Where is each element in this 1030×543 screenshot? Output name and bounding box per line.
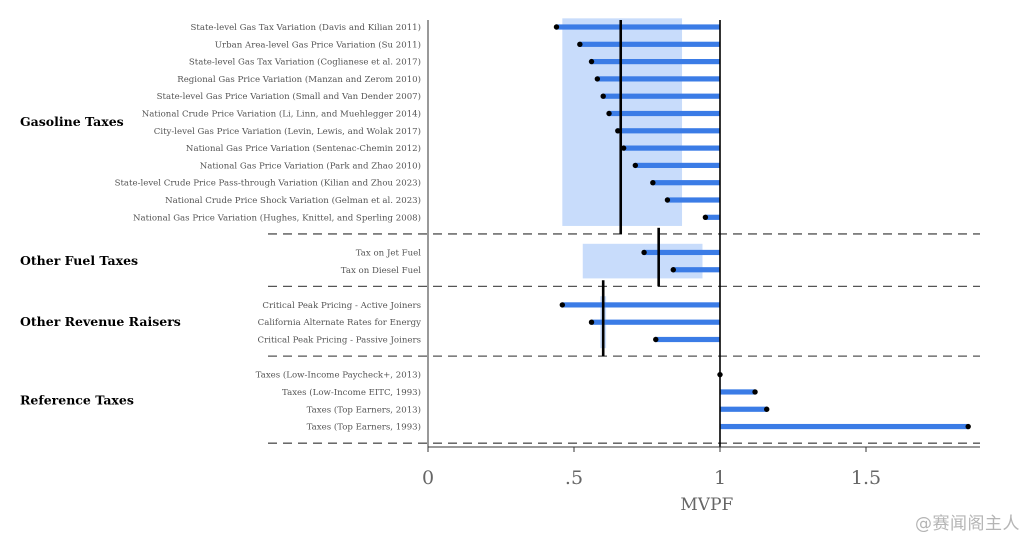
- point-other-fuel-taxes-1: [670, 267, 676, 273]
- row-label-other-revenue-raisers-2: Critical Peak Pricing - Passive Joiners: [258, 336, 421, 346]
- bar-gasoline-taxes-10: [667, 197, 720, 203]
- row-label-other-revenue-raisers-1: California Alternate Rates for Energy: [258, 318, 421, 328]
- row-label-reference-taxes-1: Taxes (Low-Income EITC, 1993): [282, 387, 421, 398]
- point-reference-taxes-2: [764, 406, 770, 412]
- row-label-other-fuel-taxes-1: Tax on Diesel Fuel: [341, 266, 421, 276]
- group-labels-layer: Gasoline Taxes Other Fuel Taxes Other Reve…: [20, 114, 181, 407]
- bar-gasoline-taxes-11: [705, 214, 720, 220]
- row-label-reference-taxes-2: Taxes (Top Earners, 2013): [307, 404, 421, 415]
- row-label-gasoline-taxes-2: State-level Gas Tax Variation (Coglianes…: [189, 57, 421, 68]
- x-tick-label-0: 0: [422, 467, 434, 489]
- row-label-gasoline-taxes-11: National Gas Price Variation (Hughes, Kn…: [133, 212, 421, 223]
- bar-other-revenue-raisers-1: [591, 319, 720, 325]
- bar-gasoline-taxes-2: [591, 59, 720, 65]
- point-gasoline-taxes-9: [650, 180, 656, 186]
- bar-reference-taxes-1: [720, 389, 756, 395]
- bar-reference-taxes-3: [720, 423, 969, 430]
- row-label-gasoline-taxes-3: Regional Gas Price Variation (Manzan and…: [177, 74, 421, 85]
- point-other-fuel-taxes-0: [641, 249, 647, 256]
- point-gasoline-taxes-0: [553, 24, 560, 30]
- group-label-other-revenue-raisers: Other Revenue Raisers: [20, 314, 181, 329]
- group-means-layer: [601, 20, 660, 357]
- row-label-gasoline-taxes-0: State-level Gas Tax Variation (Davis and…: [190, 22, 421, 33]
- x-axis-title: MVPF: [680, 495, 733, 515]
- point-reference-taxes-3: [965, 423, 971, 430]
- bar-other-revenue-raisers-0: [562, 302, 720, 308]
- row-label-gasoline-taxes-10: National Crude Price Shock Variation (Ge…: [165, 195, 421, 206]
- points-layer: [553, 24, 971, 430]
- row-label-gasoline-taxes-1: Urban Area-level Gas Price Variation (Su…: [215, 39, 421, 50]
- group-separators-layer: [268, 233, 980, 444]
- point-gasoline-taxes-11: [702, 214, 709, 220]
- band-gasoline-taxes: [562, 18, 683, 226]
- row-label-gasoline-taxes-5: National Crude Price Variation (Li, Linn…: [142, 109, 421, 120]
- point-gasoline-taxes-8: [632, 162, 639, 169]
- bar-gasoline-taxes-1: [579, 41, 720, 47]
- point-other-revenue-raisers-2: [653, 336, 659, 343]
- bar-other-fuel-taxes-0: [644, 249, 720, 256]
- bar-reference-taxes-2: [720, 406, 767, 412]
- point-gasoline-taxes-6: [615, 128, 621, 134]
- point-gasoline-taxes-10: [664, 197, 671, 203]
- x-tick-label-1: .5: [565, 467, 583, 489]
- group-label-other-fuel-taxes: Other Fuel Taxes: [20, 253, 138, 268]
- row-label-gasoline-taxes-4: State-level Gas Price Variation (Small a…: [157, 91, 421, 102]
- row-label-gasoline-taxes-9: State-level Crude Price Pass-through Var…: [115, 178, 421, 189]
- bar-other-fuel-taxes-1: [673, 267, 720, 273]
- group-label-gasoline-taxes: Gasoline Taxes: [20, 114, 124, 129]
- row-label-reference-taxes-0: Taxes (Low-Income Paycheck+, 2013): [256, 370, 421, 381]
- point-gasoline-taxes-5: [606, 110, 612, 117]
- point-other-revenue-raisers-0: [559, 302, 566, 308]
- bar-other-revenue-raisers-2: [655, 336, 720, 343]
- point-gasoline-taxes-4: [600, 93, 606, 99]
- bar-gasoline-taxes-4: [603, 93, 720, 99]
- bar-gasoline-taxes-0: [556, 24, 720, 30]
- confidence-bands-layer: [562, 18, 703, 349]
- row-labels-layer: State-level Gas Tax Variation (Davis and…: [115, 22, 422, 433]
- row-label-gasoline-taxes-6: City-level Gas Price Variation (Levin, L…: [154, 126, 421, 137]
- point-gasoline-taxes-3: [594, 76, 601, 82]
- point-gasoline-taxes-1: [577, 41, 583, 47]
- bar-gasoline-taxes-5: [609, 110, 720, 117]
- row-label-gasoline-taxes-7: National Gas Price Variation (Sentenac-C…: [186, 143, 421, 154]
- point-reference-taxes-1: [752, 389, 758, 395]
- point-reference-taxes-0: [717, 371, 723, 378]
- row-label-gasoline-taxes-8: National Gas Price Variation (Park and Z…: [200, 160, 421, 171]
- band-other-fuel-taxes: [582, 243, 703, 279]
- x-tick-label-2: 1: [714, 467, 726, 489]
- watermark-text: @赛闻阁主人: [915, 514, 1020, 534]
- bar-gasoline-taxes-8: [635, 162, 720, 168]
- x-axis: 0 .5 1 1.5 MVPF: [422, 20, 980, 515]
- x-tick-label-3: 1.5: [851, 467, 881, 489]
- bar-gasoline-taxes-3: [597, 76, 720, 82]
- bar-gasoline-taxes-9: [652, 180, 720, 186]
- bar-gasoline-taxes-7: [623, 145, 720, 151]
- point-other-revenue-raisers-1: [588, 319, 595, 325]
- bar-gasoline-taxes-6: [617, 128, 720, 134]
- group-label-reference-taxes: Reference Taxes: [20, 393, 134, 408]
- point-gasoline-taxes-7: [620, 145, 627, 151]
- row-label-other-fuel-taxes-0: Tax on Jet Fuel: [356, 248, 422, 258]
- bars-layer: [556, 24, 969, 430]
- row-label-other-revenue-raisers-0: Critical Peak Pricing - Active Joiners: [262, 301, 421, 311]
- point-gasoline-taxes-2: [588, 58, 595, 65]
- row-label-reference-taxes-3: Taxes (Top Earners, 1993): [307, 422, 421, 433]
